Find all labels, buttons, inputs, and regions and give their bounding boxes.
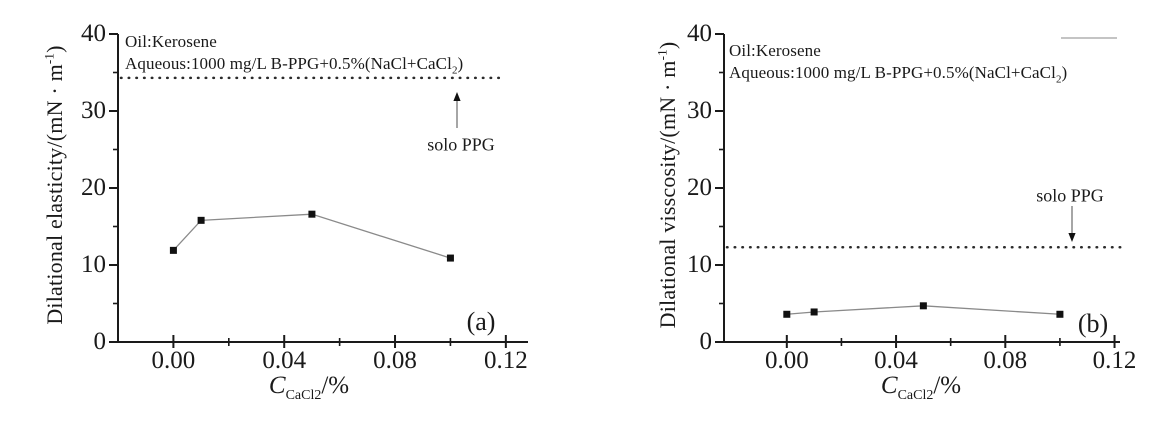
ref-line-label: solo PPG bbox=[1036, 185, 1104, 206]
data-point-marker bbox=[446, 254, 454, 262]
x-tick-label: 0.12 bbox=[1092, 347, 1137, 374]
x-axis-label-subscript: CaCl2 bbox=[285, 388, 322, 403]
x-axis-label: CCaCl2/% bbox=[880, 372, 962, 403]
y-axis-label-superscript: -1 bbox=[654, 49, 670, 61]
y-axis-label-close: ) bbox=[655, 41, 680, 50]
y-tick-label: 10 bbox=[81, 251, 106, 278]
y-axis-label: Dilational elasticity/(mN · m-1) bbox=[42, 45, 68, 324]
y-axis-label-superscript: -1 bbox=[41, 52, 57, 65]
x-axis-label-symbol: C bbox=[880, 372, 898, 399]
y-tick-label: 40 bbox=[687, 20, 712, 47]
arrow-down-icon bbox=[1068, 233, 1076, 242]
x-tick-label: 0.00 bbox=[151, 347, 196, 374]
series-line bbox=[786, 305, 1060, 315]
y-axis-label-text: Dilational visscosity/(mN · m bbox=[655, 60, 680, 329]
series-line bbox=[172, 213, 451, 259]
annotation-line-oil: Oil:Kerosene bbox=[729, 41, 821, 60]
ref-line-label: solo PPG bbox=[427, 134, 495, 155]
condition-annotation: Oil:Kerosene Aqueous:1000 mg/L B-PPG+0.5… bbox=[125, 31, 464, 77]
data-point-marker bbox=[810, 308, 818, 316]
annotation-line-aqueous: Aqueous:1000 mg/L B-PPG+0.5%(NaCl+CaCl2) bbox=[729, 63, 1068, 86]
x-tick-label: 0.12 bbox=[483, 347, 528, 374]
x-tick-label: 0.08 bbox=[373, 347, 417, 374]
y-tick-label: 30 bbox=[687, 97, 712, 124]
data-point-marker bbox=[783, 310, 791, 318]
data-point-marker bbox=[197, 216, 205, 224]
data-point-marker bbox=[919, 302, 927, 310]
y-tick-label: 0 bbox=[699, 328, 713, 355]
arrow-up-icon bbox=[453, 92, 461, 101]
x-tick-label: 0.00 bbox=[764, 347, 809, 374]
y-axis-label-close: ) bbox=[42, 45, 67, 53]
y-axis-label-text: Dilational elasticity/(mN · m bbox=[42, 64, 67, 325]
y-tick-label: 30 bbox=[81, 97, 106, 124]
y-axis-label: Dilational visscosity/(mN · m-1) bbox=[655, 42, 681, 329]
panel-label-b: (b) bbox=[1077, 309, 1109, 338]
x-tick-label: 0.08 bbox=[983, 347, 1028, 374]
x-axis-label-symbol: C bbox=[268, 372, 286, 399]
x-axis-label-subscript: CaCl2 bbox=[897, 388, 934, 403]
x-tick-label: 0.04 bbox=[874, 347, 918, 374]
axis-line bbox=[117, 34, 528, 343]
data-point-marker bbox=[169, 246, 177, 254]
data-point-marker bbox=[1056, 310, 1064, 318]
y-tick-label: 0 bbox=[93, 328, 107, 355]
y-tick-label: 20 bbox=[687, 174, 712, 201]
y-tick-label: 20 bbox=[81, 174, 106, 201]
x-axis-label-unit: /% bbox=[933, 372, 962, 399]
annotation-line-oil: Oil:Kerosene bbox=[125, 32, 217, 51]
panel-label-a: (a) bbox=[466, 307, 496, 336]
x-axis-label-unit: /% bbox=[321, 372, 350, 399]
annotation-line-aqueous: Aqueous:1000 mg/L B-PPG+0.5%(NaCl+CaCl2) bbox=[125, 54, 464, 77]
y-tick-label: 10 bbox=[687, 251, 712, 278]
x-tick-label: 0.04 bbox=[262, 347, 307, 374]
x-axis-label: CCaCl2/% bbox=[268, 372, 350, 403]
data-point-marker bbox=[308, 210, 316, 218]
y-tick-label: 40 bbox=[81, 20, 106, 47]
condition-annotation: Oil:Kerosene Aqueous:1000 mg/L B-PPG+0.5… bbox=[729, 40, 1068, 86]
